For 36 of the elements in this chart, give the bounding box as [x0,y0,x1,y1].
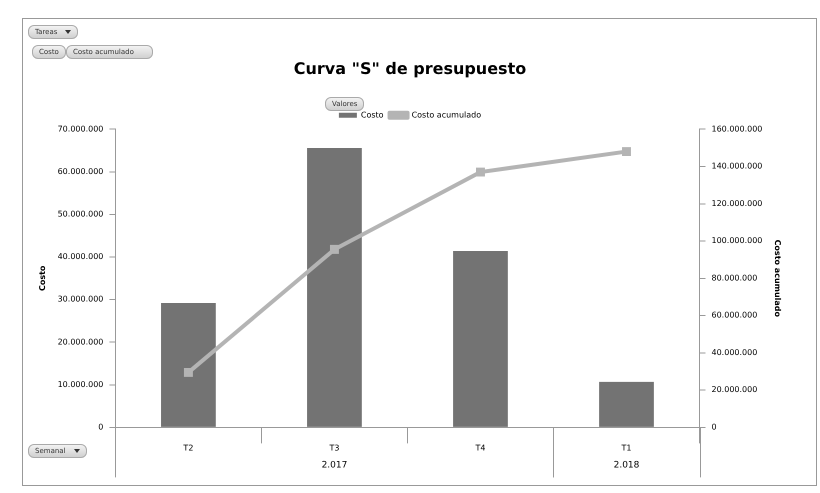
text: 2.018 [614,460,640,471]
x-tick-label: T4 [474,443,486,452]
y-tick-label: 40.000.000 [58,252,104,262]
legend-label: Costo acumulado [412,110,482,120]
y2-tick-label: 80.000.000 [712,273,758,282]
x-tick-label: T3 [328,443,340,452]
point [184,368,193,377]
bar [599,382,654,427]
y-tick-label: 70.000.000 [58,124,104,134]
y-tick-label: 60.000.000 [58,166,104,176]
y2-axis-title: Costo acumulado [773,240,782,318]
text: 2.017 [322,460,348,471]
y-tick-label: 30.000.000 [58,294,104,304]
point [330,244,339,254]
x-tick-label: T2 [182,443,194,452]
y2-tick-label: 20.000.000 [712,385,758,394]
y2-tick-label: 100.000.000 [712,236,762,246]
bar [307,148,362,427]
y2-tick-label: 160.000.000 [712,124,762,134]
y-tick-label: 50.000.000 [58,209,104,218]
y2-tick-label: 140.000.000 [712,162,762,171]
bar [161,303,216,427]
point [622,147,631,156]
y2-tick-label: 60.000.000 [712,310,758,320]
legend-label: Costo [360,110,384,120]
y2-tick-label: 120.000.000 [712,198,762,208]
y-tick-label: 10.000.000 [58,380,104,389]
y2-tick-label: 40.000.000 [712,348,758,357]
chart-title: Curva "S" de presupuesto [294,58,526,78]
y-axis-title: Costo [38,265,47,292]
y2-tick-label: 0 [712,422,717,432]
x-tick-label: T1 [620,443,632,452]
y-tick-label: 20.000.000 [58,337,104,346]
bar [453,251,508,427]
point [476,168,485,177]
y-tick-label: 0 [98,422,104,432]
